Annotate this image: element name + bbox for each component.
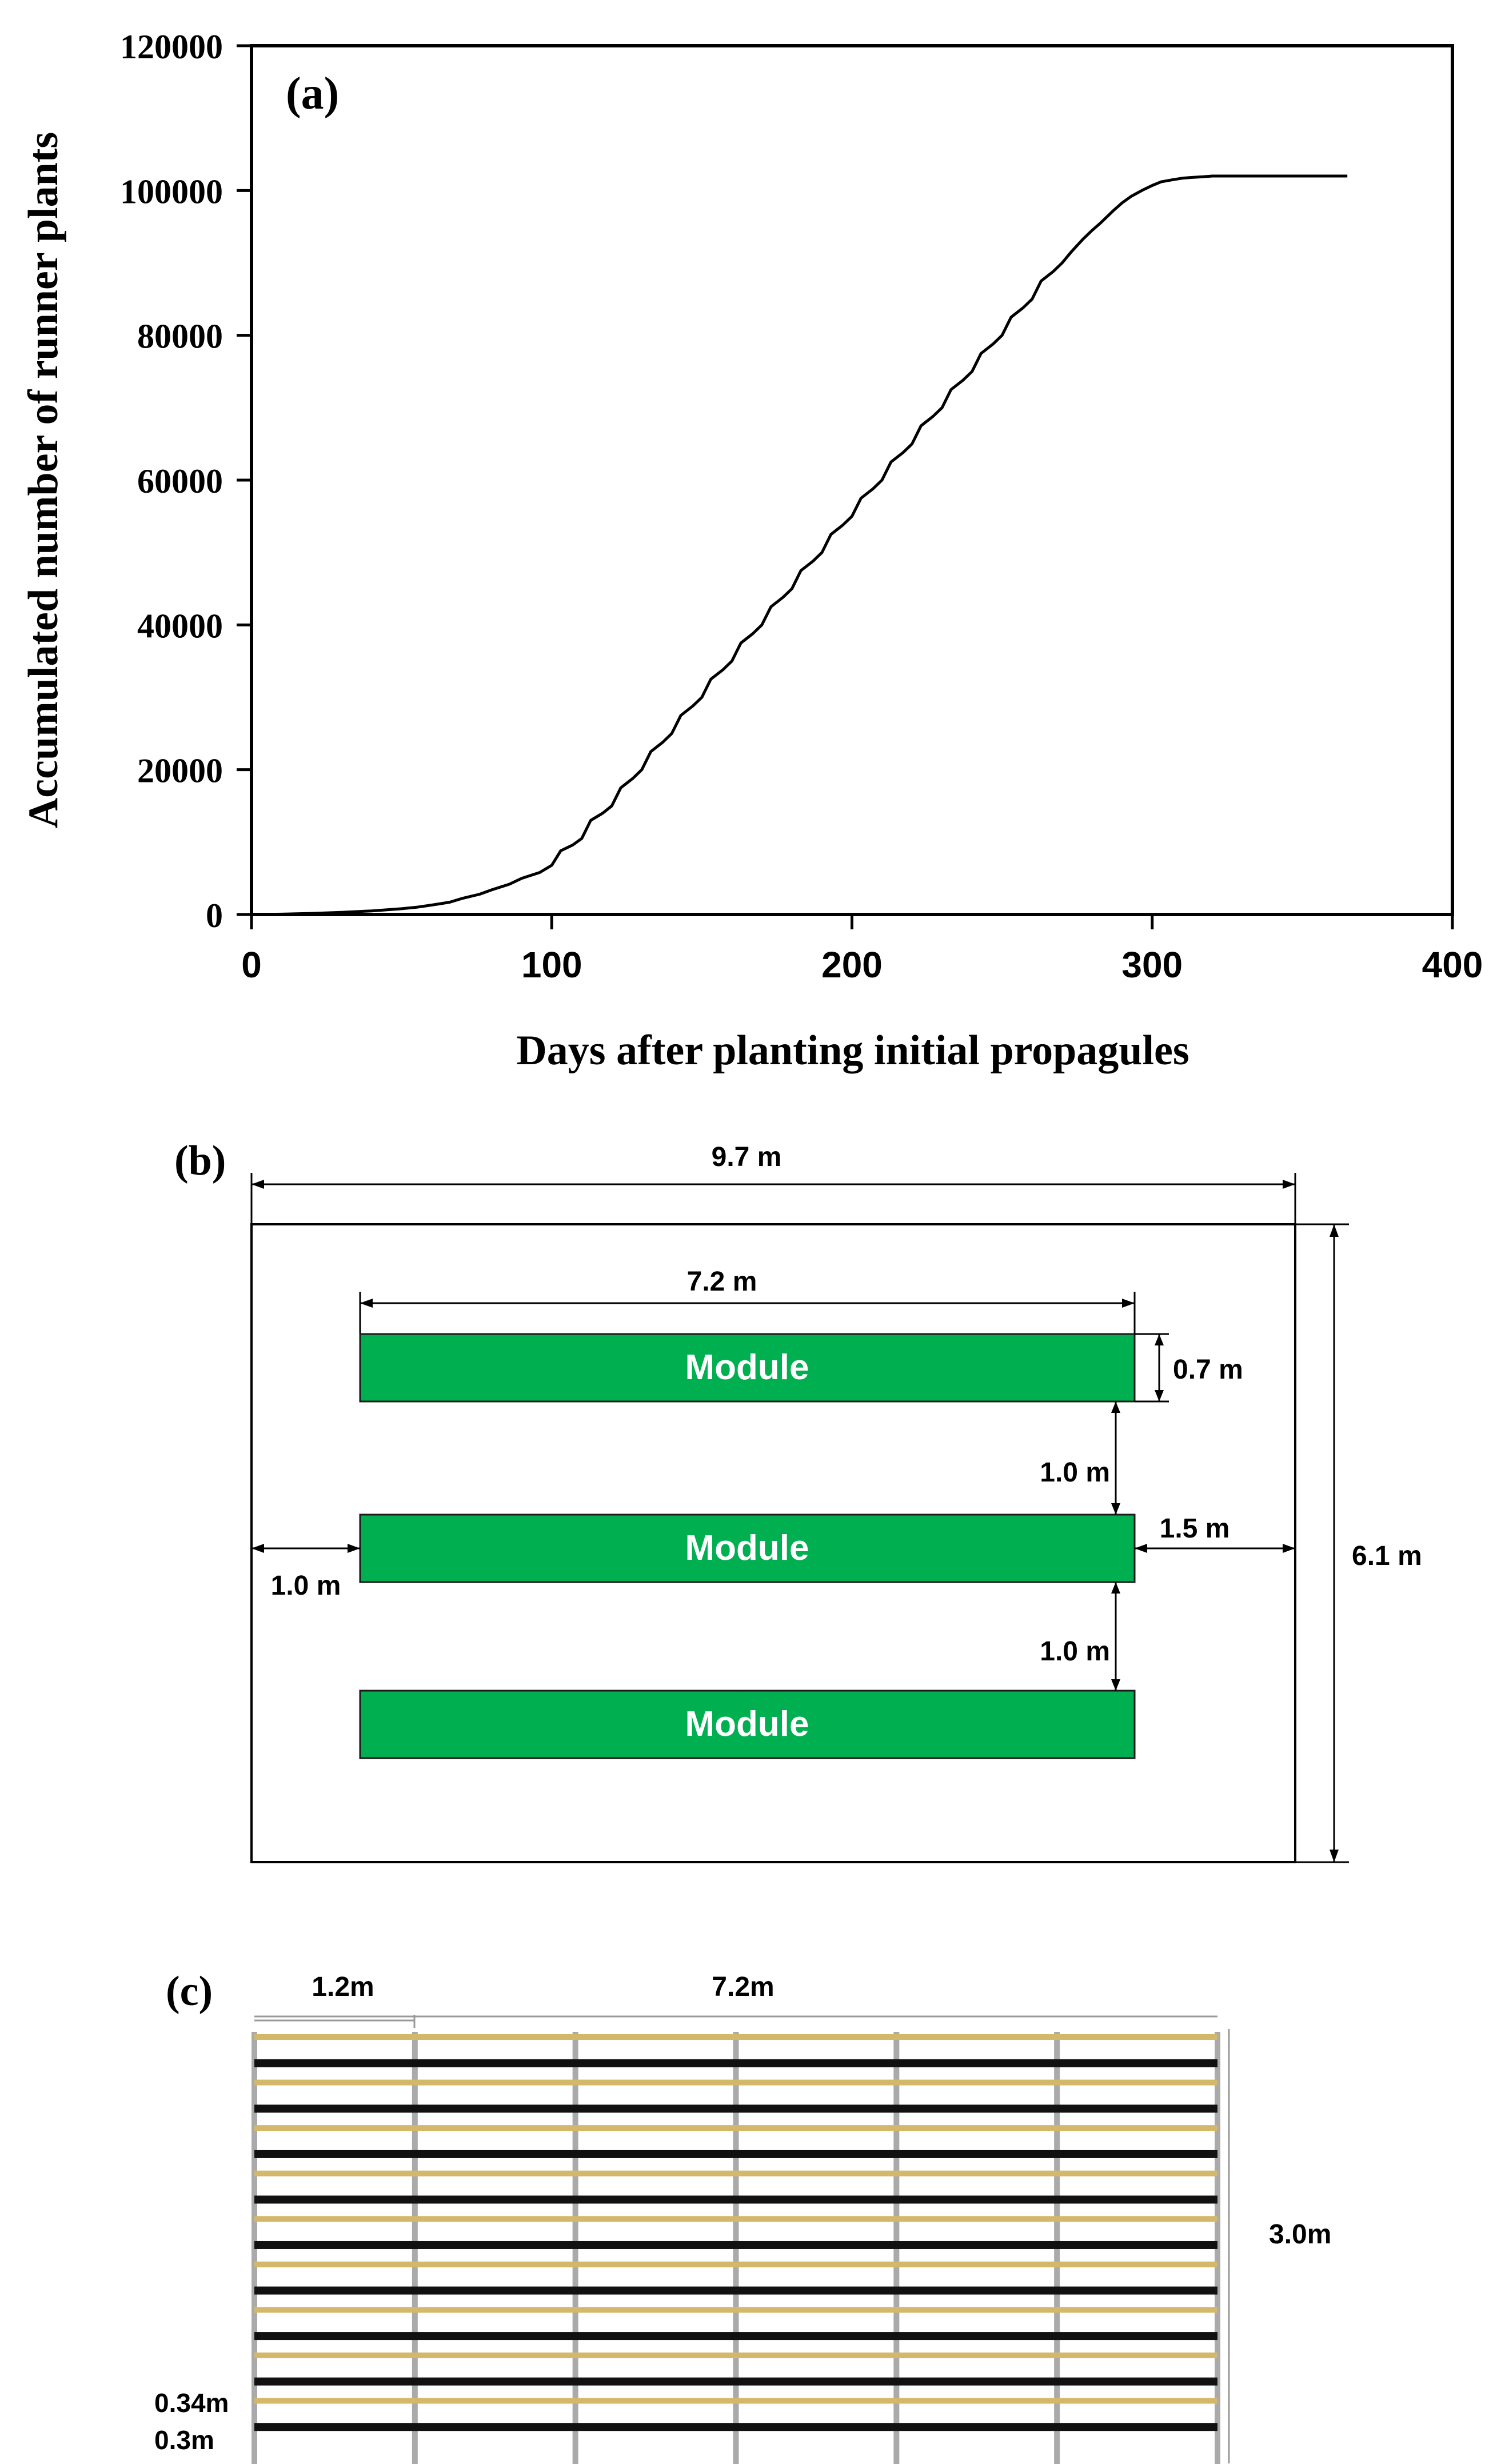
x-axis-label: Days after planting initial propagules <box>516 1027 1189 1074</box>
arrow-head <box>348 1544 360 1553</box>
x-tick-label: 100 <box>521 944 582 985</box>
y-tick-label: 20000 <box>137 752 223 790</box>
module-rect <box>359 1513 1136 1583</box>
arrow-head <box>1330 1224 1339 1237</box>
series-layer <box>251 174 1348 916</box>
y-tick-label: 80000 <box>137 318 223 356</box>
y-axis-label: Accumulated number of runner plants <box>20 132 67 828</box>
module-label: Module <box>685 1528 809 1568</box>
bay-width-label: 1.2m <box>312 1972 374 2002</box>
arrow-head <box>1122 1299 1135 1308</box>
y-tick-label: 40000 <box>137 607 223 645</box>
arrow-head <box>360 1299 373 1308</box>
shelf-bar <box>254 2195 1217 2204</box>
panel-c-label: (c) <box>166 1968 213 2015</box>
panel-b-layout-plan: (b) 9.7 m 6.1 m 7.2 m Module Module <box>174 1137 1422 1863</box>
overall-height-label: 6.1 m <box>1352 1541 1422 1571</box>
arrow-head <box>1283 1544 1295 1553</box>
shelf-bar <box>254 2332 1217 2341</box>
plant-row <box>254 2125 1217 2131</box>
x-axis-ticks: 0 100 200 300 400 <box>241 914 1483 985</box>
plant-row <box>254 2170 1217 2177</box>
y-tick-label: 0 <box>206 897 223 935</box>
shelf-bar <box>254 2286 1217 2295</box>
panel-a-label: (a) <box>286 69 339 119</box>
arrow-head <box>1111 1679 1120 1691</box>
module-1: Module <box>359 1333 1136 1403</box>
panel-c-shelf-elevation: (c) 1.2m 7.2m 3.0m 0.34m 0.3m <box>154 1968 1331 2464</box>
shelf-bar <box>254 2059 1217 2067</box>
bottom-clearance-label: 0.3m <box>154 2425 214 2455</box>
tier-spacing-label: 0.34m <box>154 2388 229 2418</box>
plant-row <box>254 2307 1217 2313</box>
module-rect <box>359 1690 1136 1759</box>
series-line <box>251 174 1348 916</box>
left-margin-label: 1.0 m <box>271 1571 341 1601</box>
plant-row <box>254 2216 1217 2222</box>
arrow-head <box>1111 1503 1120 1515</box>
panel-a-chart: 0 20000 40000 60000 80000 100000 120000 0 100 20… <box>20 28 1483 1074</box>
overall-width-label: 9.7 m <box>712 1142 782 1172</box>
gap-1-label: 1.0 m <box>1040 1457 1110 1488</box>
arrow-head <box>1135 1544 1147 1553</box>
arrow-head <box>1111 1401 1120 1413</box>
shelf-bar <box>254 2241 1217 2249</box>
y-tick-label: 60000 <box>137 462 223 500</box>
shelf-bar <box>254 2104 1217 2113</box>
module-rect <box>359 1333 1136 1403</box>
arrow-head <box>1111 1582 1120 1594</box>
module-3: Module <box>359 1690 1136 1759</box>
room-outline <box>250 1223 1296 1863</box>
arrow-head <box>1155 1390 1164 1401</box>
y-tick-label: 120000 <box>120 28 223 66</box>
plant-row <box>254 2034 1217 2040</box>
arrow-head <box>1283 1180 1295 1189</box>
height-label: 3.0m <box>1269 2219 1331 2250</box>
plant-row <box>254 2079 1217 2086</box>
module-2: Module <box>359 1513 1136 1583</box>
plant-row <box>254 2352 1217 2358</box>
x-tick-label: 0 <box>241 944 262 985</box>
arrow-head <box>1330 1850 1339 1862</box>
x-tick-label: 400 <box>1422 944 1483 985</box>
x-tick-label: 200 <box>821 944 883 985</box>
arrow-head <box>251 1180 264 1189</box>
module-label: Module <box>685 1704 809 1744</box>
module-label: Module <box>685 1348 809 1387</box>
shelf-rack <box>251 2032 1220 2464</box>
plant-row <box>254 2398 1217 2404</box>
gap-2-label: 1.0 m <box>1040 1636 1110 1667</box>
module-width-label: 0.7 m <box>1173 1355 1243 1385</box>
panel-b-label: (b) <box>174 1137 226 1184</box>
right-margin-label: 1.5 m <box>1160 1513 1230 1544</box>
shelf-bar <box>254 2377 1217 2386</box>
shelf-bar <box>254 2150 1217 2158</box>
arrow-head <box>1155 1334 1164 1345</box>
x-tick-label: 300 <box>1121 944 1183 985</box>
module-length-label: 7.2 m <box>687 1267 757 1297</box>
arrow-head <box>251 1544 264 1553</box>
total-length-label: 7.2m <box>712 1972 774 2002</box>
plant-row <box>254 2261 1217 2267</box>
shelf-bar <box>254 2423 1217 2431</box>
y-axis-ticks: 0 20000 40000 60000 80000 100000 120000 <box>120 28 251 935</box>
y-tick-label: 100000 <box>120 173 223 210</box>
